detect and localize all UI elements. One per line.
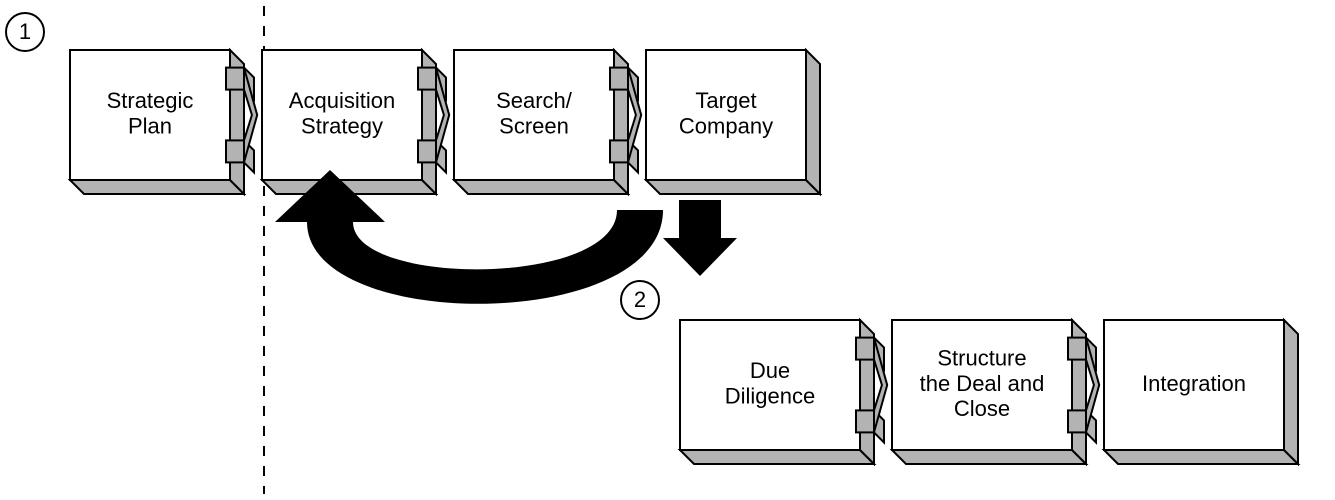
target-company-label-1: Company <box>679 113 773 138</box>
search-screen-label-1: Screen <box>499 113 569 138</box>
marker-1: 1 <box>6 13 44 51</box>
marker-2: 2 <box>621 281 659 319</box>
acquisition-strat: AcquisitionStrategy <box>262 50 436 194</box>
search-screen: Search/Screen <box>454 50 628 194</box>
process-flow-diagram: StrategicPlanAcquisitionStrategySearch/S… <box>0 0 1335 500</box>
marker-1-label: 1 <box>19 19 31 44</box>
due-diligence-label-1: Diligence <box>725 383 816 408</box>
strategic-plan-label-1: Plan <box>128 113 172 138</box>
structure-deal: Structurethe Deal andClose <box>892 320 1086 464</box>
acquisition-strat-label-0: Acquisition <box>289 88 395 113</box>
down-arrow <box>663 200 737 276</box>
strategic-plan: StrategicPlan <box>70 50 244 194</box>
search-screen-label-0: Search/ <box>496 88 573 113</box>
target-company: TargetCompany <box>646 50 820 194</box>
strategic-plan-label-0: Strategic <box>107 88 194 113</box>
marker-2-label: 2 <box>634 287 646 312</box>
integration: Integration <box>1104 320 1298 464</box>
structure-deal-label-2: Close <box>954 396 1010 421</box>
structure-deal-label-1: the Deal and <box>920 371 1045 396</box>
due-diligence-label-0: Due <box>750 358 790 383</box>
due-diligence: DueDiligence <box>680 320 874 464</box>
integration-label-0: Integration <box>1142 371 1246 396</box>
acquisition-strat-label-1: Strategy <box>301 113 383 138</box>
structure-deal-label-0: Structure <box>937 346 1026 371</box>
target-company-label-0: Target <box>695 88 756 113</box>
